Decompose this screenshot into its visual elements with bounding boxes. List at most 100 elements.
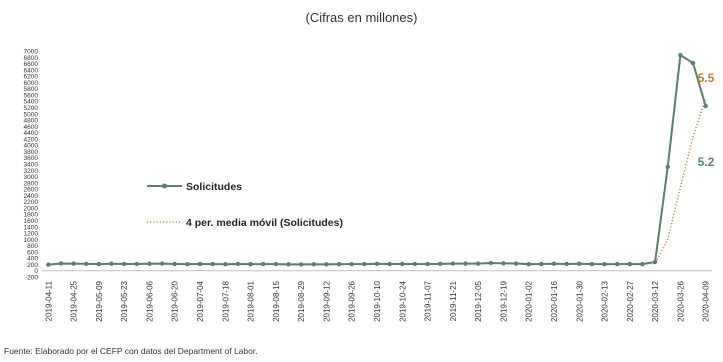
y-tick-label: 5200 <box>24 105 39 112</box>
data-point <box>197 261 203 267</box>
y-tick-label: 4200 <box>24 136 39 143</box>
annotation-solicitudes: 5.2 <box>698 155 715 169</box>
data-point <box>640 261 645 267</box>
y-tick-label: 5400 <box>24 99 39 106</box>
data-point <box>324 262 329 267</box>
data-point <box>412 261 418 267</box>
x-tick-label: 2019-12-05 <box>474 280 483 321</box>
y-tick-label: 800 <box>27 243 38 250</box>
data-point <box>298 262 304 267</box>
data-point <box>387 261 392 267</box>
y-tick-label: 2600 <box>24 187 39 194</box>
data-point <box>488 260 493 266</box>
data-point <box>374 261 380 267</box>
data-point <box>349 261 354 267</box>
legend-label-media-movil: 4 per. media móvil (Solicitudes) <box>186 217 343 229</box>
data-point <box>589 261 595 267</box>
x-tick-label: 2019-12-19 <box>499 280 508 321</box>
data-point <box>539 261 544 267</box>
data-point <box>678 52 683 58</box>
y-tick-label: 6600 <box>24 61 39 68</box>
data-point <box>248 261 253 267</box>
series-line-media-movil <box>48 97 707 266</box>
series-line-solicitudes <box>48 53 707 266</box>
data-point <box>96 261 102 267</box>
y-tick-label: 5800 <box>24 86 39 93</box>
y-tick-label: 2000 <box>24 205 39 212</box>
y-tick-label: 4000 <box>24 143 39 150</box>
data-point <box>577 261 582 266</box>
data-point <box>602 261 607 267</box>
y-tick-label: 2400 <box>24 193 39 200</box>
x-tick-label: 2020-03-12 <box>651 280 660 321</box>
y-tick-label: 1600 <box>24 218 39 225</box>
y-tick-label: 6200 <box>24 74 39 81</box>
data-point <box>501 261 506 266</box>
x-tick-label: 2019-10-24 <box>398 280 407 321</box>
data-point <box>690 60 696 66</box>
data-point <box>475 261 481 266</box>
data-point <box>109 261 114 266</box>
data-point <box>703 103 708 109</box>
data-point <box>286 262 291 267</box>
x-tick-label: 2019-04-11 <box>44 280 53 321</box>
data-point <box>134 261 140 267</box>
data-point <box>551 261 557 266</box>
y-tick-label: 4800 <box>24 118 39 125</box>
x-tick-label: 2019-07-18 <box>221 280 230 321</box>
y-tick-label: 3800 <box>24 149 39 156</box>
x-tick-label: 2019-09-12 <box>322 280 331 321</box>
x-tick-label: 2020-01-16 <box>550 280 559 321</box>
x-tick-label: 2019-08-01 <box>247 280 256 321</box>
y-tick-label: 400 <box>27 256 38 263</box>
legend-label-solicitudes: Solicitudes <box>186 181 242 193</box>
y-tick-label: 0 <box>34 268 38 275</box>
data-point <box>159 261 165 266</box>
x-tick-label: 2019-11-07 <box>424 280 433 321</box>
x-tick-label: 2019-06-20 <box>171 280 180 321</box>
data-point <box>46 262 51 267</box>
data-point <box>235 261 241 267</box>
y-tick-label: 6000 <box>24 80 39 87</box>
data-point <box>172 261 177 267</box>
y-tick-label: 5000 <box>24 111 39 118</box>
data-point <box>58 261 64 266</box>
data-point <box>513 261 519 266</box>
data-point <box>362 261 367 267</box>
x-tick-label: 2020-01-02 <box>525 280 534 321</box>
x-tick-label: 2019-05-09 <box>95 280 104 321</box>
data-point <box>652 259 658 265</box>
legend-marker-solicitudes <box>162 183 167 189</box>
y-tick-label: 4600 <box>24 124 39 131</box>
y-tick-label: 6400 <box>24 67 39 74</box>
data-point <box>438 261 443 267</box>
data-point <box>210 261 215 267</box>
x-tick-label: 2019-08-29 <box>297 280 306 321</box>
x-tick-label: 2019-05-23 <box>120 280 129 321</box>
x-tick-label: 2020-01-30 <box>575 280 584 321</box>
data-point <box>614 261 620 267</box>
y-tick-label: 3400 <box>24 162 39 169</box>
source-note: Fuente: Elaborado por el CEFP con datos … <box>4 346 258 356</box>
data-point <box>425 261 430 267</box>
x-tick-label: 2019-10-10 <box>373 280 382 321</box>
data-point <box>627 261 633 267</box>
y-tick-label: 2200 <box>24 199 39 206</box>
data-point <box>185 261 190 267</box>
data-point <box>336 261 342 267</box>
data-point <box>311 261 316 267</box>
x-tick-label: 2019-06-06 <box>145 280 154 321</box>
data-point <box>665 164 670 170</box>
data-point <box>450 261 456 266</box>
data-point <box>223 262 228 267</box>
data-point <box>526 261 531 267</box>
data-point <box>261 261 266 267</box>
y-tick-label: 600 <box>27 249 38 256</box>
data-point <box>84 261 89 267</box>
y-tick-label: 1000 <box>24 237 39 244</box>
y-tick-label: 4400 <box>24 130 39 137</box>
y-tick-label: -200 <box>25 275 38 282</box>
x-tick-label: 2019-04-25 <box>70 280 79 321</box>
